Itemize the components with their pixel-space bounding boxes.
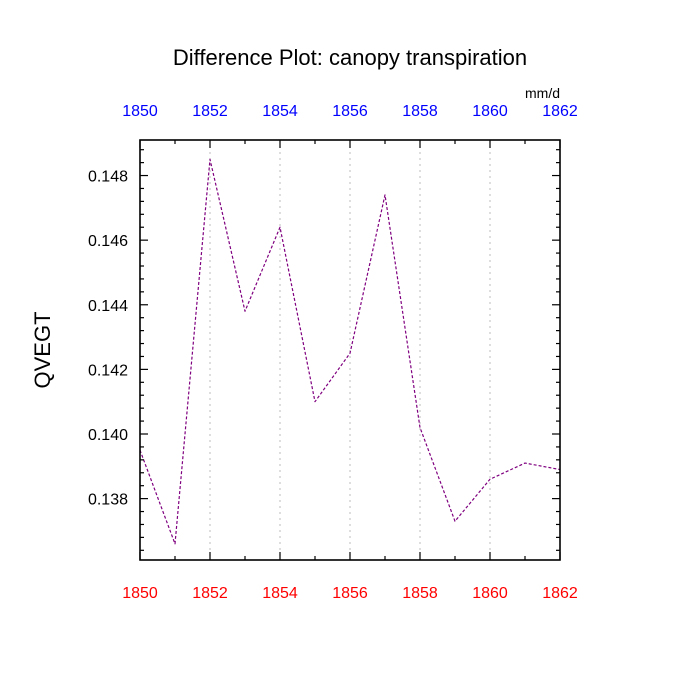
x-tick-label-bottom: 1856 bbox=[332, 585, 368, 602]
y-tick-label: 0.148 bbox=[88, 169, 128, 186]
x-tick-label-top: 1852 bbox=[192, 103, 228, 120]
x-tick-label-top: 1856 bbox=[332, 103, 368, 120]
x-tick-label-top: 1850 bbox=[122, 103, 158, 120]
x-tick-label-bottom: 1860 bbox=[472, 585, 508, 602]
y-tick-label: 0.144 bbox=[88, 298, 128, 315]
x-tick-label-top: 1860 bbox=[472, 103, 508, 120]
x-tick-label-bottom: 1852 bbox=[192, 585, 228, 602]
x-tick-label-bottom: 1858 bbox=[402, 585, 438, 602]
x-tick-label-top: 1854 bbox=[262, 103, 298, 120]
chart-title: Difference Plot: canopy transpiration bbox=[173, 45, 527, 70]
series-layer bbox=[139, 158, 561, 545]
x-tick-label-bottom: 1854 bbox=[262, 585, 298, 602]
y-tick-label: 0.142 bbox=[88, 362, 128, 379]
x-tick-label-bottom: 1850 bbox=[122, 585, 158, 602]
grid-lines bbox=[209, 140, 491, 560]
y-tick-label: 0.140 bbox=[88, 427, 128, 444]
y-tick-label: 0.146 bbox=[88, 233, 128, 250]
x-tick-label-bottom: 1862 bbox=[542, 585, 578, 602]
x-tick-label-top: 1858 bbox=[402, 103, 438, 120]
x-tick-label-top: 1862 bbox=[542, 103, 578, 120]
plot-frame bbox=[139, 139, 561, 561]
y-tick-label: 0.138 bbox=[88, 492, 128, 509]
axis-tick-labels: 0.138 0.140 0.142 0.144 0.146 0.148 1850 1850 18… bbox=[88, 103, 578, 602]
series-line bbox=[139, 158, 561, 545]
units-label: mm/d bbox=[525, 85, 560, 101]
y-axis-title: QVEGT bbox=[30, 311, 55, 388]
